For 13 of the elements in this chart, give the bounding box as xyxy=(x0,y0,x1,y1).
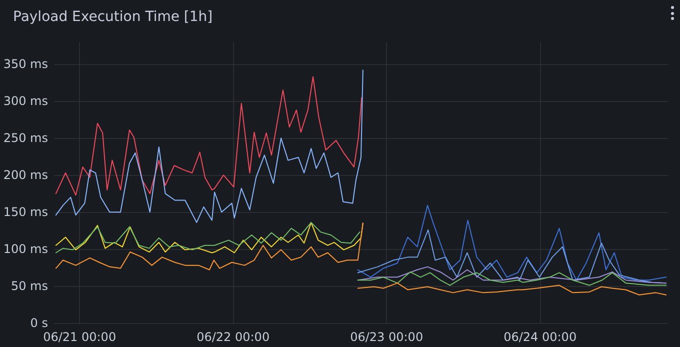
x-tick-label: 06/23 00:00 xyxy=(350,330,424,344)
y-tick-label: 200 ms xyxy=(3,168,48,182)
x-tick-label: 06/24 00:00 xyxy=(504,330,577,344)
y-tick-label: 250 ms xyxy=(3,131,48,146)
y-tick-label: 0 s xyxy=(30,316,48,330)
y-tick-label: 300 ms xyxy=(3,94,48,108)
y-tick-label: 350 ms xyxy=(3,57,48,72)
y-tick-label: 50 ms xyxy=(10,279,48,294)
y-tick-label: 100 ms xyxy=(3,242,48,256)
x-tick-label: 06/21 00:00 xyxy=(43,330,116,344)
x-tick-label: 06/22 00:00 xyxy=(196,330,270,344)
y-tick-label: 150 ms xyxy=(3,205,48,220)
chart-title: Payload Execution Time [1h] xyxy=(13,9,213,25)
